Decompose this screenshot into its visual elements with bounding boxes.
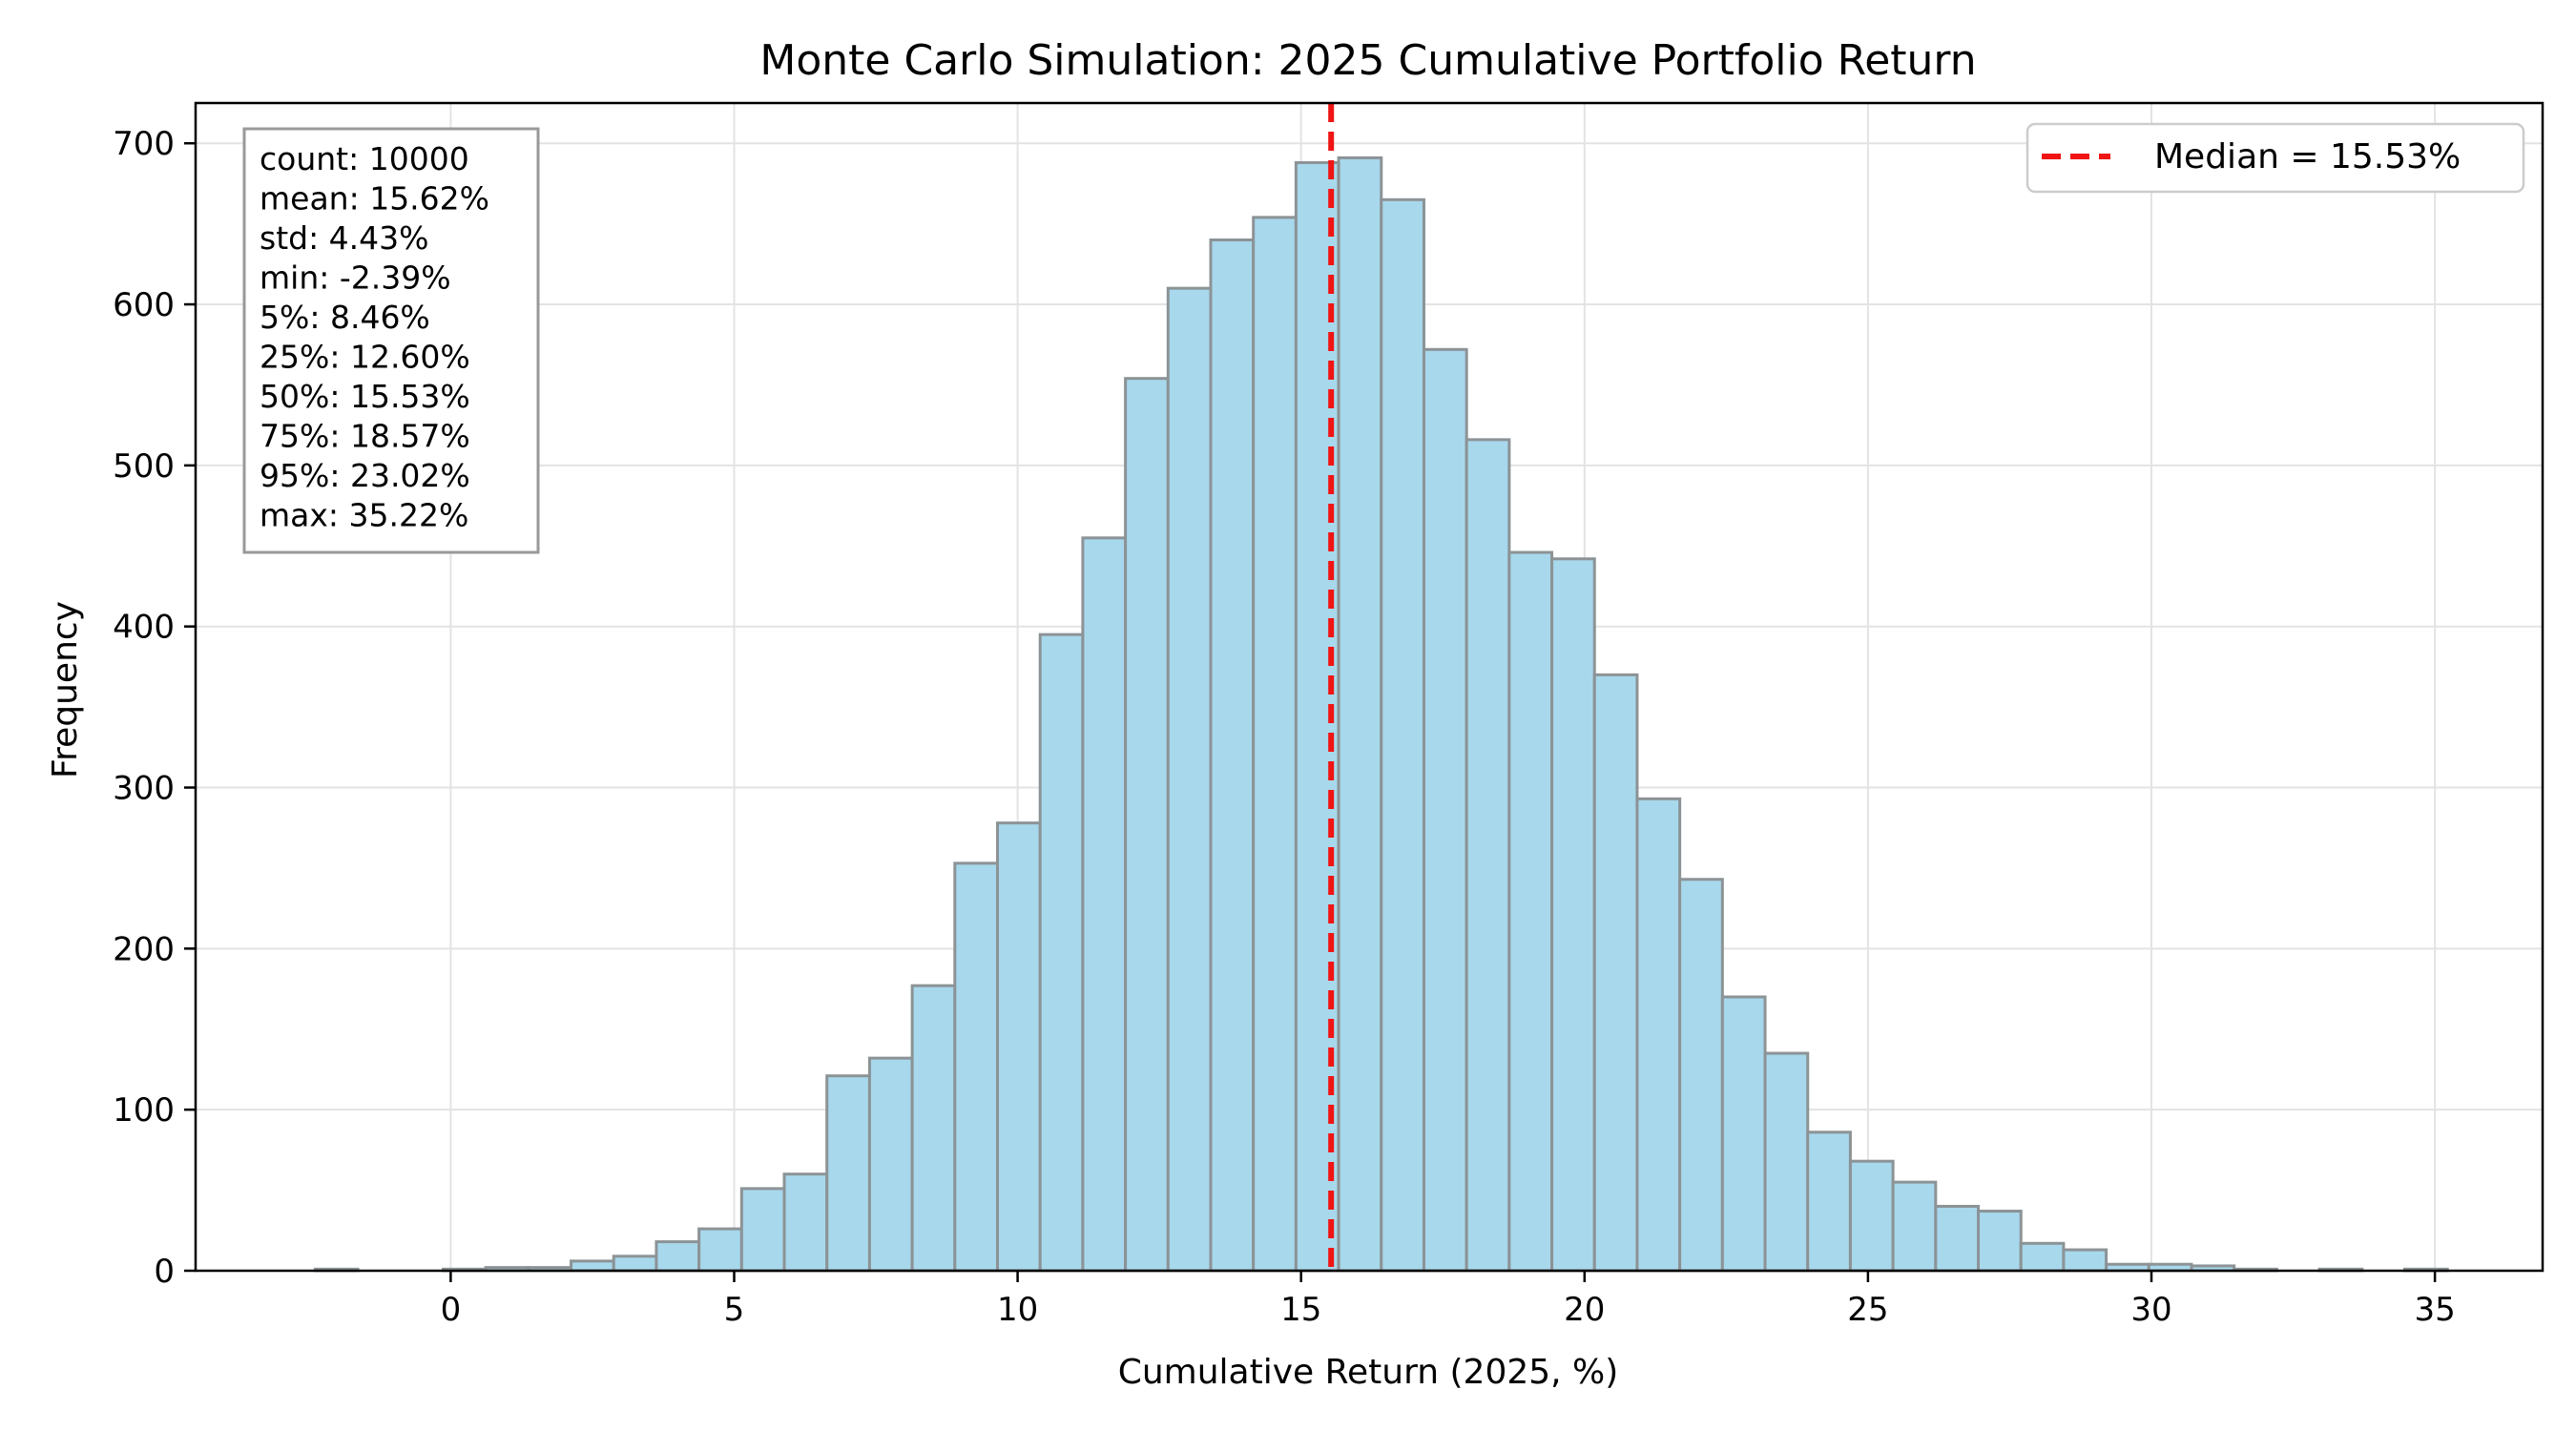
x-tick-label: 10 bbox=[997, 1291, 1038, 1329]
histogram-bar bbox=[1166, 286, 1213, 1273]
stats-line: std: 4.43% bbox=[260, 219, 429, 257]
y-tick-label: 200 bbox=[113, 930, 175, 968]
histogram-bar bbox=[654, 1240, 701, 1273]
plot-frame bbox=[194, 101, 2545, 1273]
x-tick-label: 35 bbox=[2414, 1291, 2455, 1329]
y-tick-label: 700 bbox=[113, 125, 175, 163]
histogram-bar bbox=[825, 1074, 871, 1273]
stats-line: mean: 15.62% bbox=[260, 180, 489, 218]
x-tick-label: 0 bbox=[441, 1291, 462, 1329]
stats-line: 25%: 12.60% bbox=[260, 339, 470, 376]
histogram-bar bbox=[1337, 156, 1383, 1273]
histogram-bar bbox=[953, 861, 1000, 1273]
histogram-bar bbox=[1465, 438, 1511, 1273]
histogram-bar bbox=[570, 1259, 615, 1273]
x-tick-label: 20 bbox=[1564, 1291, 1605, 1329]
stats-line: 95%: 23.02% bbox=[260, 457, 470, 494]
x-tick-label: 15 bbox=[1280, 1291, 1321, 1329]
stats-line: 50%: 15.53% bbox=[260, 378, 470, 415]
histogram-bar bbox=[1720, 995, 1767, 1273]
x-tick-label: 25 bbox=[1847, 1291, 1888, 1329]
histogram-bar bbox=[1977, 1210, 2023, 1273]
histogram-bar bbox=[1635, 797, 1682, 1273]
histogram-bar bbox=[1891, 1180, 1938, 1273]
histogram-bar bbox=[1763, 1051, 1810, 1273]
histogram-bar bbox=[1380, 197, 1425, 1273]
histogram-bar bbox=[867, 1056, 914, 1273]
histogram-bar bbox=[2062, 1248, 2109, 1273]
y-tick-label: 500 bbox=[113, 447, 175, 486]
histogram-bar bbox=[1592, 673, 1639, 1273]
histogram-bar bbox=[1507, 550, 1554, 1273]
histogram-bar bbox=[739, 1187, 786, 1273]
legend: Median = 15.53% bbox=[2025, 122, 2525, 194]
histogram-bar bbox=[2019, 1241, 2066, 1273]
y-tick-label: 300 bbox=[113, 770, 175, 808]
x-axis-title: Cumulative Return (2025, %) bbox=[1118, 1353, 1619, 1392]
x-tick-label: 30 bbox=[2130, 1291, 2171, 1329]
y-tick-label: 400 bbox=[113, 609, 175, 647]
histogram-bar bbox=[697, 1227, 743, 1273]
histogram-bar bbox=[1038, 633, 1085, 1273]
histogram-bar bbox=[782, 1172, 829, 1273]
y-axis-title: Frequency bbox=[46, 601, 85, 778]
stats-line: count: 10000 bbox=[260, 140, 469, 177]
stats-box-frame bbox=[242, 127, 540, 554]
histogram-bar bbox=[612, 1255, 658, 1273]
x-tick-label: 5 bbox=[724, 1291, 745, 1329]
histogram-bar bbox=[1422, 347, 1468, 1273]
histogram-bar bbox=[1081, 536, 1128, 1273]
x-axis-ticks: 0 5 10 15 20 25 30 35 bbox=[441, 1271, 2456, 1329]
legend-median-label: Median = 15.53% bbox=[2154, 137, 2461, 176]
histogram-bar bbox=[1806, 1130, 1852, 1273]
stats-line: max: 35.22% bbox=[260, 497, 468, 534]
histogram-bar bbox=[1124, 377, 1170, 1273]
histogram-bar bbox=[1848, 1159, 1895, 1273]
histogram-bar bbox=[1678, 878, 1724, 1273]
y-tick-label: 0 bbox=[154, 1253, 175, 1291]
legend-frame bbox=[2025, 122, 2525, 194]
y-tick-label: 100 bbox=[113, 1091, 175, 1130]
histogram-bar bbox=[1934, 1204, 1981, 1273]
histogram-bar bbox=[996, 821, 1042, 1273]
y-tick-label: 600 bbox=[113, 286, 175, 324]
histogram-bars bbox=[313, 156, 2449, 1273]
histogram-bar bbox=[1252, 216, 1298, 1273]
stats-line: 75%: 18.57% bbox=[260, 418, 470, 455]
histogram-bar bbox=[1209, 238, 1256, 1273]
histogram-bar bbox=[910, 984, 957, 1273]
stats-line: min: -2.39% bbox=[260, 259, 451, 297]
y-axis-ticks: 0 100 200 300 400 500 600 700 bbox=[113, 125, 196, 1291]
chart-title: Monte Carlo Simulation: 2025 Cumulative … bbox=[759, 36, 1976, 85]
stats-line: 5%: 8.46% bbox=[260, 299, 430, 336]
histogram-bar bbox=[1550, 557, 1596, 1273]
